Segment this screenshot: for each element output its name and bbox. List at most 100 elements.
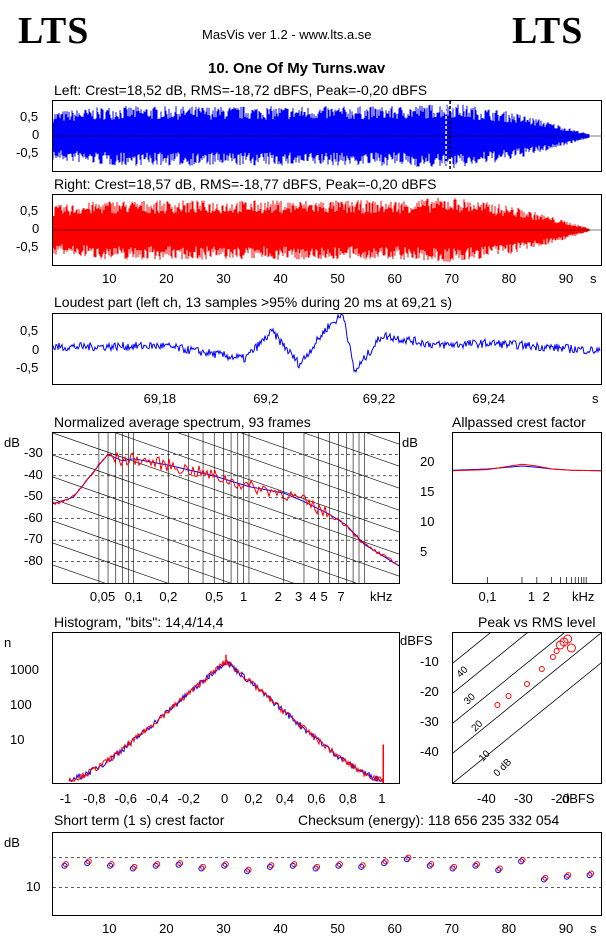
shortcrest-point-left — [107, 862, 114, 869]
lp-xtick: 69,22 — [362, 391, 396, 406]
app-title: MasVis ver 1.2 - www.lts.a.se — [202, 27, 372, 42]
shortcrest-xtick: 20 — [159, 921, 174, 936]
shortcrest-xtick: 70 — [444, 921, 460, 936]
shortcrest-point-left — [426, 862, 433, 869]
shortcrest-point-right — [199, 863, 206, 870]
lp-xtick: 69,2 — [253, 391, 279, 406]
spectrum-slope-line — [240, 433, 399, 489]
shortcrest-point-left — [312, 865, 319, 872]
peakrms-ylabel: dBFS — [400, 633, 433, 648]
shortcrest-point-left — [358, 863, 365, 870]
crest-ap-ytick: 10 — [420, 514, 435, 529]
shortcrest-xtick: 40 — [273, 921, 288, 936]
shortcrest-point-right — [222, 861, 229, 868]
shortcrest-point-right — [588, 870, 595, 877]
shortcrest-xtick: 50 — [330, 921, 345, 936]
wr-ytick-2: 0 — [32, 221, 40, 236]
waveform-right-title: Right: Crest=18,57 dB, RMS=-18,77 dBFS, … — [54, 176, 437, 192]
spectrum-slope-line — [53, 520, 232, 583]
spectrum-xtick: 0,05 — [89, 589, 116, 604]
shortcrest-plot — [52, 832, 602, 916]
peakrms-point — [494, 702, 501, 708]
shortcrest-point-right — [85, 858, 92, 865]
crest-ap-ytick: 15 — [420, 484, 435, 499]
spectrum-plot — [52, 432, 400, 584]
shortcrest-point-right — [382, 858, 389, 865]
shortcrest-point-right — [519, 856, 526, 863]
lp-xunit: s — [592, 391, 599, 406]
spectrum-slope-line — [53, 564, 106, 583]
shortcrest-point-left — [152, 862, 159, 869]
spectrum-slope-line — [53, 476, 357, 583]
shortcrest-point-right — [473, 861, 480, 868]
shortcrest-point-left — [266, 863, 273, 870]
wr-xtick: 10 — [102, 271, 117, 286]
checksum: Checksum (energy): 118 656 235 332 054 — [298, 812, 560, 828]
loudest-title: Loudest part (left ch, 13 samples >95% d… — [54, 294, 453, 310]
crest-ap-right-series — [453, 463, 601, 472]
spectrum-ylabel: dB — [4, 435, 20, 450]
peakrms-diag-label: 0 dB — [492, 757, 515, 780]
spectrum-slope-line — [53, 542, 169, 583]
histogram-ytick: 100 — [10, 697, 32, 713]
histogram-xtick: -0,8 — [83, 791, 106, 806]
shortcrest-point-right — [336, 861, 343, 868]
histogram-xtick: 0,2 — [244, 791, 263, 806]
histogram-xtick: -0,6 — [114, 791, 138, 806]
shortcrest-point-left — [289, 862, 296, 869]
shortcrest-xtick: 10 — [102, 921, 117, 936]
crest-ap-xtick: 1 — [527, 589, 536, 604]
shortcrest-point-left — [61, 862, 68, 869]
shortcrest-point-left — [175, 861, 182, 868]
shortcrest-point-right — [565, 872, 572, 879]
shortcrest-point-right — [291, 861, 298, 868]
spectrum-xtick: 4 — [309, 589, 317, 604]
shortcrest-xtick: 80 — [501, 921, 517, 936]
shortcrest-point-left — [586, 872, 593, 879]
crest-ap-xtick: 0,1 — [478, 589, 497, 604]
shortcrest-point-left — [221, 862, 228, 869]
spectrum-xtick: 3 — [294, 589, 303, 604]
histogram-xtick: 0,4 — [275, 791, 294, 806]
lp-xtick: 69,18 — [143, 391, 177, 406]
histogram-xtick: 0,8 — [338, 791, 357, 806]
peakrms-point — [553, 648, 560, 654]
waveform-trace — [53, 104, 590, 169]
histogram-xtick: 1 — [378, 791, 386, 806]
shortcrest-point-left — [244, 868, 251, 875]
shortcrest-point-right — [542, 874, 549, 881]
shortcrest-xtick: 60 — [387, 921, 402, 936]
spectrum-slope-line — [114, 433, 399, 533]
wr-ytick-3: -0,5 — [16, 239, 39, 254]
spectrum-slope-line — [53, 433, 399, 555]
peakrms-xtick: -20 — [551, 791, 570, 806]
file-title: 10. One Of My Turns.wav — [208, 60, 386, 77]
wr-ytick-1: 0,5 — [20, 203, 39, 218]
peakrms-diag-label: 40 — [455, 664, 471, 680]
crest-ap-ylabel: dB — [402, 435, 418, 450]
loudest-plot — [52, 313, 602, 385]
sc-ytick-1: 10 — [26, 879, 41, 894]
peakrms-xunit: dBFS — [562, 791, 595, 806]
crest-ap-xunit: kHz — [572, 589, 595, 604]
shortcrest-xtick: 90 — [558, 921, 574, 936]
spectrum-slope-line — [53, 454, 399, 577]
peakrms-crest-line — [453, 633, 491, 664]
crest-ap-ytick: 5 — [420, 544, 428, 559]
peakrms-crest-line — [453, 633, 601, 754]
spectrum-left-series — [53, 453, 399, 567]
spectrum-right-series — [53, 452, 398, 566]
wr-xtick: 40 — [273, 271, 288, 286]
wl-ytick-3: -0,5 — [16, 145, 39, 160]
histogram-plot — [52, 632, 400, 784]
peakrms-point — [563, 634, 573, 644]
peakrms-point — [505, 693, 512, 699]
wr-xtick: 90 — [558, 271, 574, 286]
wr-xtick: 30 — [216, 271, 231, 286]
peakrms-point — [524, 681, 530, 687]
lp-ytick-1: 0,5 — [20, 323, 39, 338]
wl-ytick-1: 0,5 — [20, 109, 39, 124]
shortcrest-title: Short term (1 s) crest factor — [54, 812, 225, 828]
spectrum-xtick: 2 — [274, 589, 282, 604]
spectrum-xtick: 7 — [337, 589, 345, 604]
